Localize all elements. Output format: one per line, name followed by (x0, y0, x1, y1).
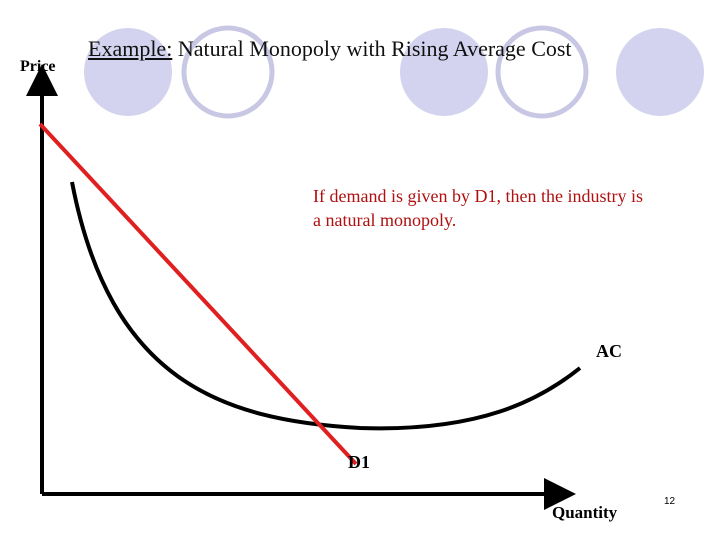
decorative-circle-1 (84, 28, 172, 116)
decorative-circle-5 (616, 28, 704, 116)
decorative-circle-3 (400, 28, 488, 116)
y-axis-label: Price (20, 58, 56, 75)
x-axis-label: Quantity (552, 503, 618, 522)
decorative-circles (84, 25, 704, 119)
annotation-text: If demand is given by D1, then the indus… (313, 186, 643, 230)
title-prefix: Example: (88, 36, 173, 61)
decorative-circle-2 (181, 25, 275, 119)
average-cost-curve (70, 181, 582, 431)
slide-title: Example: Natural Monopoly with Rising Av… (88, 36, 572, 62)
title-rest: Natural Monopoly with Rising Average Cos… (172, 36, 572, 61)
demand-curve-label: D1 (348, 452, 370, 472)
page-number: 12 (664, 496, 676, 507)
demand-line (38, 122, 358, 466)
ac-curve-label: AC (596, 341, 622, 361)
decorative-circle-4 (495, 25, 589, 119)
